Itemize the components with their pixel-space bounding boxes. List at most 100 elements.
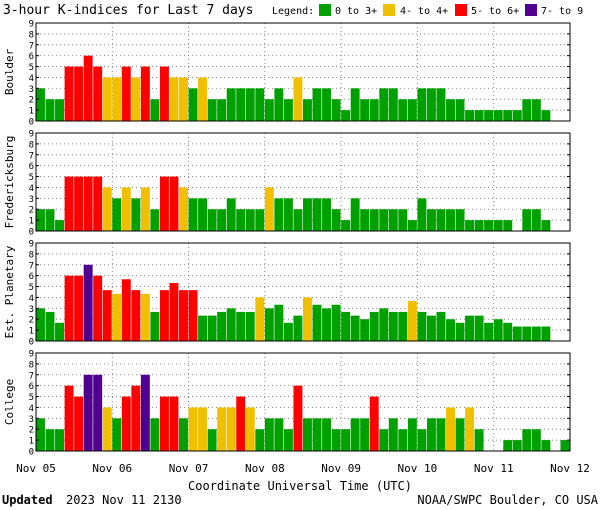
y-tick-label: 0 bbox=[29, 228, 34, 238]
y-tick-label: 6 bbox=[29, 272, 34, 282]
bar bbox=[455, 418, 465, 451]
bar bbox=[293, 209, 303, 231]
y-tick-label: 1 bbox=[29, 327, 34, 337]
bar bbox=[312, 418, 322, 451]
bar bbox=[55, 99, 65, 121]
x-tick-label: Nov 08 bbox=[245, 462, 285, 475]
bar bbox=[465, 220, 475, 231]
panel-y-label: Est. Planetary bbox=[3, 245, 16, 338]
bar bbox=[198, 407, 208, 451]
bar bbox=[226, 88, 236, 121]
bar bbox=[436, 418, 446, 451]
y-tick-label: 2 bbox=[29, 96, 34, 106]
bar bbox=[350, 315, 360, 341]
bar bbox=[83, 176, 93, 231]
bar bbox=[83, 264, 93, 341]
bar bbox=[140, 187, 150, 231]
bar bbox=[446, 319, 455, 341]
y-tick-label: 9 bbox=[29, 350, 34, 360]
bar bbox=[503, 322, 513, 341]
bar bbox=[417, 198, 427, 231]
bar bbox=[112, 77, 122, 121]
bar bbox=[102, 187, 112, 231]
bar bbox=[64, 176, 74, 231]
bar bbox=[360, 209, 370, 231]
bar bbox=[484, 220, 494, 231]
bar bbox=[150, 311, 160, 341]
bar bbox=[74, 176, 84, 231]
y-tick-label: 8 bbox=[29, 250, 34, 260]
panel-y-label: Fredericksburg bbox=[3, 136, 16, 229]
bar bbox=[484, 322, 494, 341]
bar bbox=[512, 326, 522, 341]
source-credit: NOAA/SWPC Boulder, CO USA bbox=[417, 493, 598, 507]
bar bbox=[379, 88, 389, 121]
bar bbox=[55, 429, 65, 451]
bar bbox=[207, 315, 217, 341]
bar bbox=[426, 209, 436, 231]
panel-frame bbox=[35, 132, 571, 232]
bar bbox=[369, 99, 379, 121]
y-tick-label: 2 bbox=[29, 426, 34, 436]
panel-y-label: College bbox=[3, 379, 16, 425]
bar bbox=[465, 407, 475, 451]
bar bbox=[303, 418, 312, 451]
bar bbox=[522, 429, 532, 451]
y-tick-label: 6 bbox=[29, 162, 34, 172]
bar bbox=[417, 311, 427, 341]
legend-item-1-label: 4- to 4+ bbox=[400, 6, 448, 17]
bar bbox=[159, 290, 169, 341]
bar bbox=[236, 396, 246, 451]
bar bbox=[484, 110, 494, 121]
bar bbox=[417, 88, 427, 121]
bar bbox=[217, 99, 227, 121]
legend-swatch-2 bbox=[455, 4, 467, 16]
bar bbox=[179, 187, 188, 231]
bar bbox=[188, 198, 198, 231]
bar bbox=[159, 66, 169, 121]
bar bbox=[388, 311, 398, 341]
bar bbox=[426, 315, 436, 341]
bar bbox=[236, 209, 246, 231]
bar bbox=[217, 407, 227, 451]
bar bbox=[274, 198, 284, 231]
y-tick-label: 8 bbox=[29, 30, 34, 40]
y-tick-label: 7 bbox=[29, 371, 34, 381]
y-tick-label: 0 bbox=[29, 118, 34, 128]
bar bbox=[245, 209, 255, 231]
bar bbox=[379, 429, 389, 451]
bar bbox=[45, 429, 55, 451]
x-tick-label: Nov 11 bbox=[474, 462, 514, 475]
bar bbox=[140, 66, 150, 121]
bar bbox=[512, 110, 522, 121]
bar bbox=[341, 220, 351, 231]
bar bbox=[503, 110, 513, 121]
bar bbox=[179, 418, 188, 451]
bar bbox=[102, 77, 112, 121]
x-axis-label: Coordinate Universal Time (UTC) bbox=[188, 479, 412, 493]
bar bbox=[493, 110, 503, 121]
bar bbox=[541, 440, 551, 451]
legend-item-0-label: 0 to 3+ bbox=[335, 6, 377, 17]
bar bbox=[245, 311, 255, 341]
bar bbox=[303, 198, 312, 231]
bar bbox=[531, 429, 541, 451]
bar bbox=[341, 311, 351, 341]
bar bbox=[255, 209, 265, 231]
bar bbox=[293, 315, 303, 341]
bar bbox=[198, 198, 208, 231]
bar bbox=[93, 374, 103, 451]
y-tick-label: 3 bbox=[29, 305, 34, 315]
bar bbox=[283, 198, 293, 231]
bar bbox=[503, 440, 513, 451]
y-tick-label: 7 bbox=[29, 261, 34, 271]
bar bbox=[322, 418, 332, 451]
y-tick-label: 5 bbox=[29, 63, 34, 73]
bar bbox=[512, 440, 522, 451]
x-tick-label: Nov 10 bbox=[398, 462, 438, 475]
bar bbox=[207, 209, 217, 231]
x-tick-label: Nov 12 bbox=[550, 462, 590, 475]
bar bbox=[45, 99, 55, 121]
bar bbox=[293, 77, 303, 121]
